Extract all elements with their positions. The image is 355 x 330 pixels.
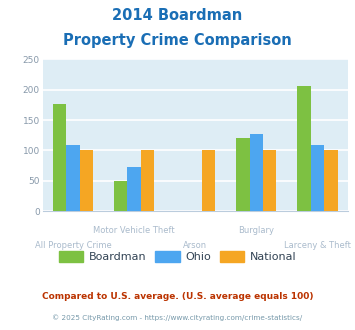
- Text: Arson: Arson: [183, 241, 207, 250]
- Text: Larceny & Theft: Larceny & Theft: [284, 241, 351, 250]
- Bar: [114, 181, 127, 211]
- Text: © 2025 CityRating.com - https://www.cityrating.com/crime-statistics/: © 2025 CityRating.com - https://www.city…: [53, 314, 302, 321]
- Text: Compared to U.S. average. (U.S. average equals 100): Compared to U.S. average. (U.S. average …: [42, 292, 313, 301]
- Text: 2014 Boardman: 2014 Boardman: [113, 8, 242, 23]
- Bar: [236, 138, 250, 211]
- Text: Motor Vehicle Theft: Motor Vehicle Theft: [93, 226, 175, 235]
- Text: Burglary: Burglary: [238, 226, 274, 235]
- Bar: [311, 145, 324, 211]
- Bar: [263, 150, 277, 211]
- Bar: [80, 150, 93, 211]
- Bar: [141, 150, 154, 211]
- Bar: [202, 150, 215, 211]
- Legend: Boardman, Ohio, National: Boardman, Ohio, National: [54, 247, 301, 267]
- Text: Property Crime Comparison: Property Crime Comparison: [63, 33, 292, 48]
- Bar: [250, 134, 263, 211]
- Bar: [66, 145, 80, 211]
- Text: All Property Crime: All Property Crime: [35, 241, 111, 250]
- Bar: [297, 85, 311, 211]
- Bar: [127, 167, 141, 211]
- Bar: [53, 104, 66, 211]
- Bar: [324, 150, 338, 211]
